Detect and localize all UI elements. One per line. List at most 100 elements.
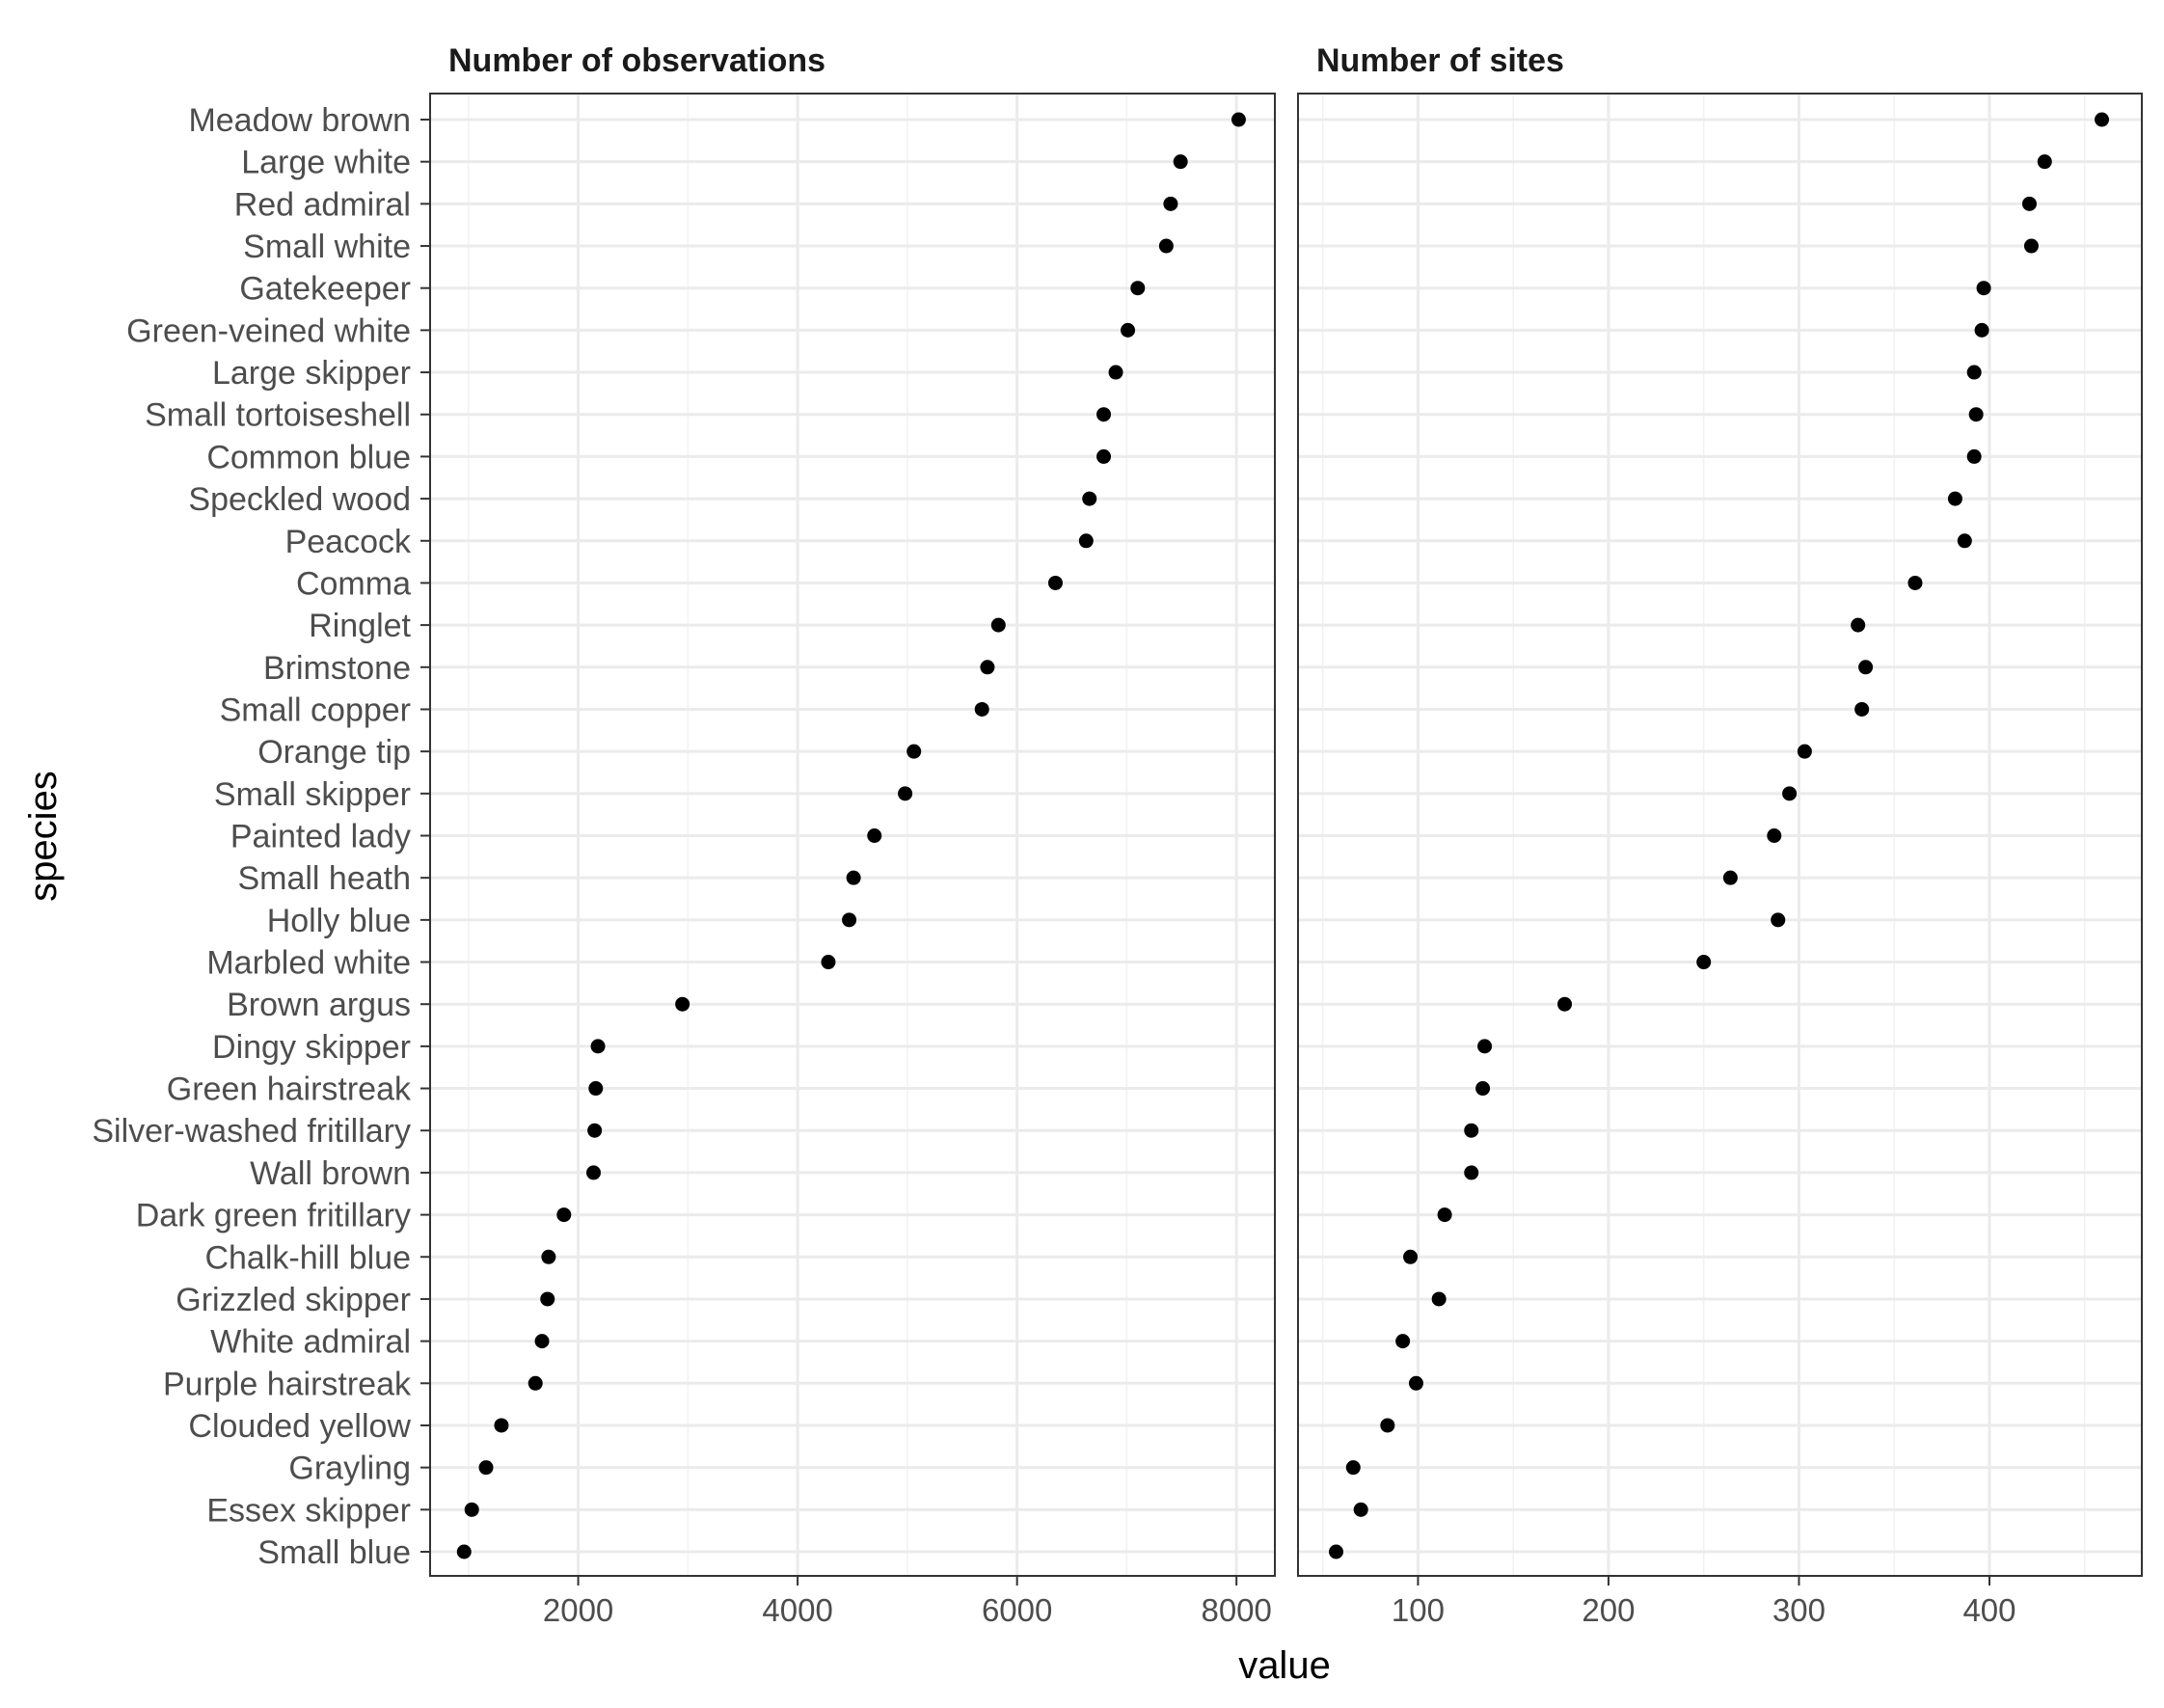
y-tick-label: Dingy skipper bbox=[212, 1029, 411, 1066]
y-tick-label: Clouded yellow bbox=[188, 1408, 411, 1445]
data-point bbox=[2021, 196, 2037, 211]
data-point bbox=[456, 1544, 472, 1559]
data-point bbox=[1231, 112, 1246, 127]
data-point bbox=[1431, 1291, 1447, 1307]
data-point bbox=[974, 701, 989, 717]
y-tick-label: Small white bbox=[243, 229, 411, 265]
data-point bbox=[1966, 448, 1982, 464]
data-point bbox=[1096, 448, 1112, 464]
panel-title: Number of sites bbox=[1316, 42, 1564, 79]
x-tick-label: 4000 bbox=[762, 1592, 832, 1628]
y-tick-label: White admiral bbox=[210, 1324, 411, 1361]
data-point bbox=[1957, 533, 1972, 549]
data-point bbox=[846, 870, 861, 885]
data-point bbox=[1974, 322, 1989, 338]
x-tick-label: 100 bbox=[1392, 1592, 1445, 1628]
data-point bbox=[1477, 1039, 1493, 1054]
data-point bbox=[1771, 912, 1786, 928]
y-tick-label: Green hairstreak bbox=[167, 1071, 412, 1108]
data-point bbox=[1380, 1418, 1395, 1433]
y-tick-label: Red admiral bbox=[234, 186, 411, 223]
y-tick-label: Brown argus bbox=[227, 987, 411, 1023]
data-point bbox=[556, 1207, 572, 1223]
data-point bbox=[1966, 365, 1982, 380]
y-tick-label: Small heath bbox=[237, 860, 411, 897]
data-point bbox=[590, 1039, 606, 1054]
data-point bbox=[1464, 1165, 1479, 1180]
x-tick-label: 2000 bbox=[543, 1592, 613, 1628]
y-tick-label: Brimstone bbox=[263, 650, 411, 687]
data-point bbox=[527, 1375, 543, 1391]
y-tick-label: Ringlet bbox=[309, 608, 411, 644]
y-tick-label: Holly blue bbox=[267, 903, 411, 939]
data-point bbox=[1722, 870, 1738, 885]
panel-1: Number of observations 2000 4000 6000 8000 bbox=[429, 42, 1276, 1628]
data-point bbox=[1345, 1460, 1361, 1476]
data-point bbox=[1696, 955, 1712, 970]
y-tick-label: Grizzled skipper bbox=[176, 1282, 411, 1318]
data-point bbox=[1782, 786, 1798, 801]
data-point bbox=[1047, 575, 1063, 590]
data-point bbox=[1353, 1502, 1368, 1517]
y-tick-label: Peacock bbox=[285, 524, 412, 560]
x-tick-label: 200 bbox=[1582, 1592, 1635, 1628]
data-point bbox=[2095, 112, 2110, 127]
y-tick-label: Large white bbox=[241, 145, 411, 181]
data-point bbox=[1395, 1334, 1411, 1349]
data-point bbox=[1158, 238, 1174, 254]
data-point bbox=[1854, 701, 1870, 717]
y-tick-label: Meadow brown bbox=[188, 102, 411, 139]
data-point bbox=[906, 744, 922, 759]
data-point bbox=[1907, 575, 1923, 590]
x-tick-label: 6000 bbox=[982, 1592, 1052, 1628]
data-point bbox=[898, 786, 913, 801]
data-point bbox=[494, 1418, 509, 1433]
x-tick-label: 400 bbox=[1962, 1592, 2015, 1628]
y-tick-label: Grayling bbox=[288, 1450, 411, 1487]
data-point bbox=[1851, 617, 1866, 633]
data-point bbox=[1082, 491, 1097, 506]
data-point bbox=[1173, 154, 1188, 170]
data-point bbox=[1130, 281, 1146, 296]
y-tick-label: Chalk-hill blue bbox=[204, 1239, 411, 1276]
y-axis-title: species bbox=[22, 771, 65, 902]
y-tick-label: Essex skipper bbox=[206, 1492, 411, 1529]
data-point bbox=[1096, 407, 1112, 422]
data-point bbox=[2023, 238, 2039, 254]
data-point bbox=[1767, 828, 1782, 843]
data-point bbox=[586, 1165, 602, 1180]
y-tick-labels: Meadow brown Large white Red admiral Small … bbox=[92, 102, 430, 1571]
data-point bbox=[1464, 1123, 1479, 1138]
data-point bbox=[675, 996, 690, 1012]
data-point bbox=[821, 955, 836, 970]
data-point bbox=[1475, 1081, 1491, 1097]
data-point bbox=[534, 1334, 550, 1349]
data-point bbox=[1121, 322, 1136, 338]
data-point bbox=[867, 828, 882, 843]
y-tick-label: Common blue bbox=[206, 439, 411, 475]
data-point bbox=[587, 1123, 603, 1138]
y-tick-label: Small copper bbox=[220, 691, 411, 728]
data-point bbox=[842, 912, 857, 928]
y-tick-label: Gatekeeper bbox=[239, 271, 411, 308]
y-tick-label: Green-veined white bbox=[126, 312, 411, 349]
y-tick-label: Comma bbox=[296, 565, 411, 602]
x-axis-title: value bbox=[1238, 1644, 1331, 1687]
data-point bbox=[1403, 1249, 1419, 1264]
data-point bbox=[1163, 196, 1178, 211]
y-tick-label: Silver-washed fritillary bbox=[92, 1113, 411, 1150]
panel-2: Number of sites 100 200 300 400 bbox=[1297, 42, 2143, 1628]
y-tick-label: Small tortoiseshell bbox=[145, 397, 411, 434]
y-tick-label: Wall brown bbox=[250, 1155, 411, 1192]
x-tick-label: 300 bbox=[1772, 1592, 1826, 1628]
y-tick-label: Large skipper bbox=[212, 355, 411, 392]
data-point bbox=[980, 660, 995, 675]
y-tick-label: Purple hairstreak bbox=[163, 1366, 412, 1402]
panel-title: Number of observations bbox=[448, 42, 825, 79]
data-point bbox=[1968, 407, 1984, 422]
panel-border bbox=[1297, 93, 2143, 1577]
data-point bbox=[1797, 744, 1812, 759]
y-tick-label: Marbled white bbox=[206, 945, 411, 982]
